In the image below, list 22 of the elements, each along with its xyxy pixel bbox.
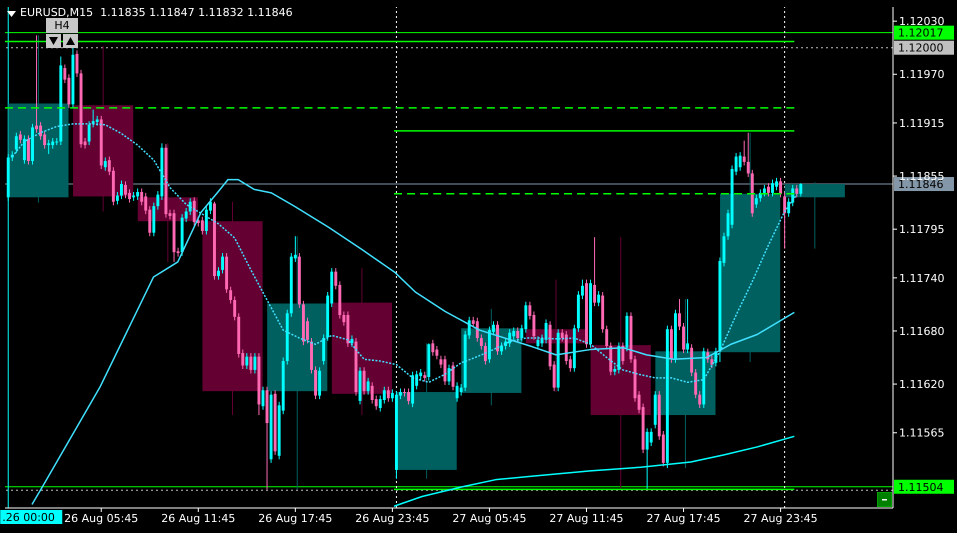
x-tick-label: 27 Aug 05:45 bbox=[452, 512, 527, 525]
x-tick-label: 27 Aug 11:45 bbox=[549, 512, 624, 525]
x-tick-label: 27 Aug 23:45 bbox=[744, 512, 818, 525]
x-tick-label: 26 Aug 23:45 bbox=[355, 512, 430, 525]
y-tick-label: 1.11680 bbox=[899, 324, 944, 338]
y-tick-label: 1.12030 bbox=[899, 15, 944, 28]
y-tick-label: 1.11915 bbox=[899, 116, 944, 130]
y-tick-label: 1.11620 bbox=[899, 378, 944, 391]
y-tick-label: 1.11565 bbox=[899, 426, 944, 440]
x-tick-label: 26 Aug 05:45 bbox=[64, 512, 138, 525]
y-tick-label: 1.11795 bbox=[899, 223, 944, 236]
ref-line-label: .26 00:00 bbox=[2, 511, 55, 524]
x-tick-label: 27 Aug 17:45 bbox=[646, 512, 721, 525]
x-tick-label: 26 Aug 11:45 bbox=[161, 512, 236, 525]
y-tick-label: 1.11970 bbox=[899, 68, 944, 82]
annotation: H4 bbox=[46, 18, 78, 33]
ref-line-label: 1.11504 bbox=[898, 480, 944, 494]
chart-title: EURUSD,M15 1.11835 1.11847 1.11832 1.11846 bbox=[20, 6, 293, 19]
x-tick-label: 26 Aug 17:45 bbox=[258, 512, 332, 525]
y-tick-label: 1.11740 bbox=[899, 272, 944, 285]
ref-line-label: 1.12000 bbox=[898, 42, 944, 55]
ref-line-label: 1.12017 bbox=[898, 26, 944, 40]
